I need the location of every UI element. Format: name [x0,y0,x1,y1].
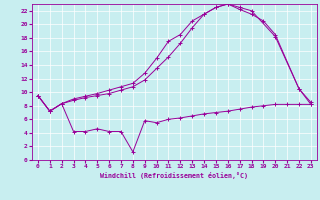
X-axis label: Windchill (Refroidissement éolien,°C): Windchill (Refroidissement éolien,°C) [100,172,248,179]
